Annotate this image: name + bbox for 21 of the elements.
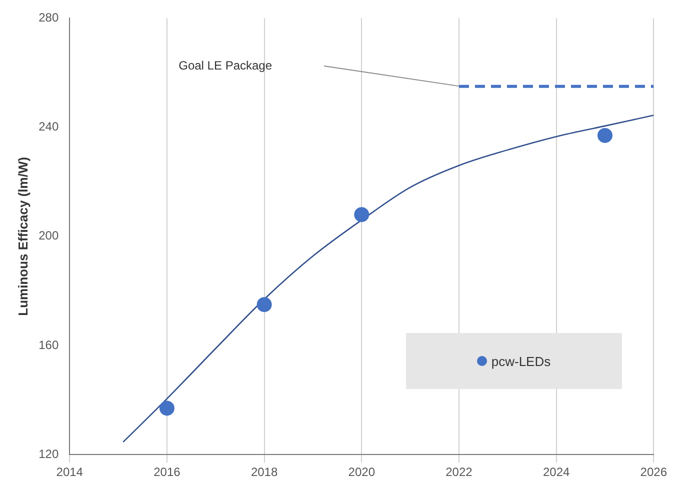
line-series <box>122 114 654 443</box>
x-tick-label: 2020 <box>348 465 376 480</box>
point <box>256 297 272 312</box>
point <box>597 128 612 143</box>
y-tick-label: 240 <box>38 120 59 134</box>
y-tick-label: 120 <box>38 446 59 461</box>
y-axis-title: Luminous Efficacy (lm/W) <box>15 156 30 316</box>
x-tick-label: 2024 <box>542 465 570 480</box>
x-tick-label: 2018 <box>250 465 278 480</box>
x-tick-label: 2014 <box>56 465 84 480</box>
y-tick-label: 160 <box>38 338 59 352</box>
legend-label: pcw-LEDs <box>491 354 551 368</box>
x-tick-label: 2022 <box>446 465 473 480</box>
point <box>354 207 370 222</box>
x-tick-label: 2016 <box>154 465 181 480</box>
x-tick-label: 2026 <box>640 465 668 480</box>
y-tick-label: 200 <box>38 228 59 243</box>
y-tick-label: 280 <box>38 10 59 25</box>
annotation: Goal LE Package <box>178 58 272 73</box>
legend-panel: pcw-LEDs <box>406 333 622 389</box>
point <box>159 400 174 416</box>
